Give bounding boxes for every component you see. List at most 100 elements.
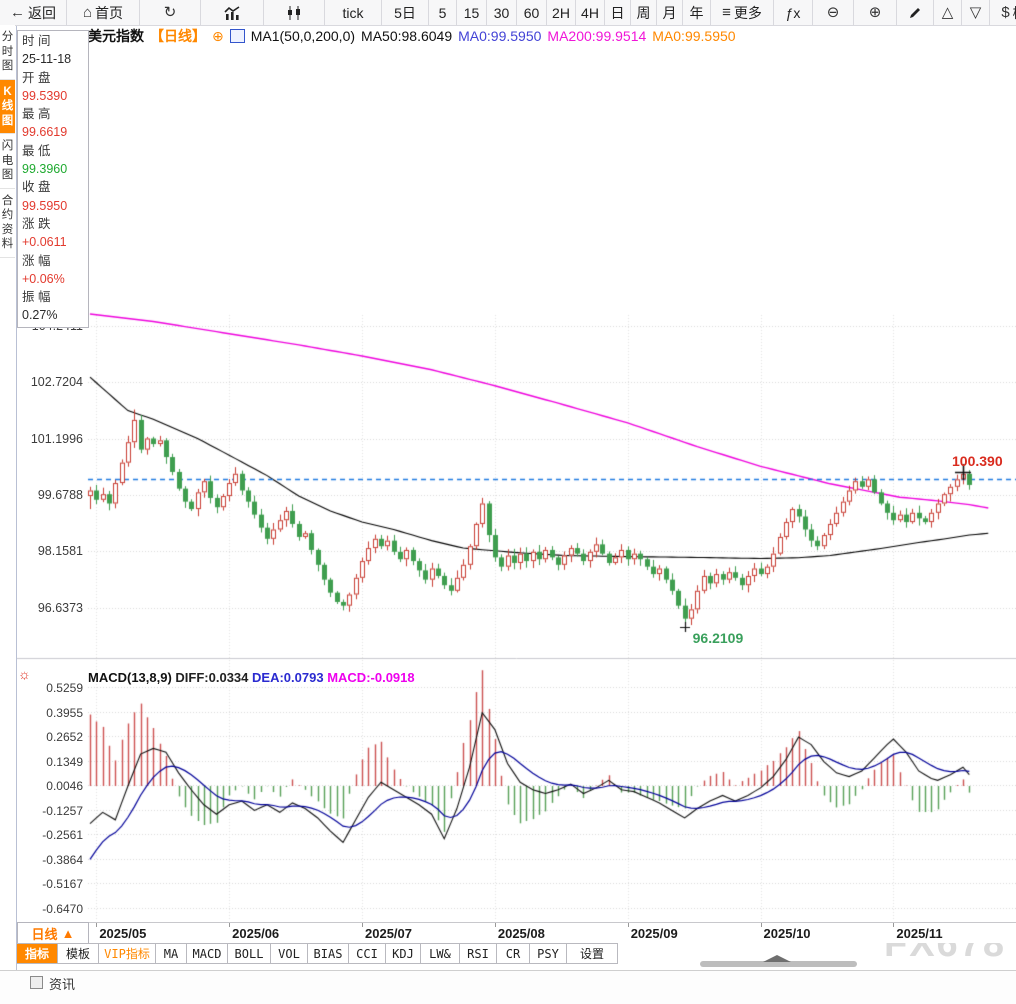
interval-15-button[interactable]: 15 [457, 0, 487, 25]
back-button[interactable]: ← 返回 [0, 0, 67, 25]
time-axis-tick [229, 923, 231, 927]
sim-trade-button[interactable]: $模拟交易 [990, 0, 1016, 25]
month-label: 2025/09 [630, 926, 678, 941]
sim-trade-button-icon: $ [1001, 4, 1010, 21]
side-tab-3[interactable]: 闪电图 [0, 134, 15, 189]
macd-axis-tick: -0.6470 [42, 901, 83, 916]
home-button-icon: ⌂ [82, 4, 93, 21]
draw-pencil-button[interactable] [897, 0, 934, 25]
more-button[interactable]: ≡ 更多 [711, 0, 774, 25]
macd-axis-tick: -0.3864 [42, 852, 83, 867]
indicator-tab-KDJ[interactable]: KDJ [386, 944, 421, 963]
period-selector-button[interactable]: 日线 ▲ [17, 922, 89, 944]
horizontal-scrollbar[interactable] [700, 961, 857, 967]
fx-indicator-button[interactable]: ƒx [774, 0, 813, 25]
info-value: 0.27% [22, 308, 58, 323]
indicator-tab-设置[interactable]: 设置 [567, 944, 618, 963]
period-selector-arrow-icon: ▲ [61, 925, 75, 941]
back-button-icon: ← [10, 4, 25, 21]
indicator-tab-MACD[interactable]: MACD [187, 944, 228, 963]
side-tab-1[interactable]: 分时图 [0, 25, 15, 80]
indicator-tab-bar: 指标 模板 VIP指标 MA MACD BOLL VOL BIAS CCI KDJ LW& RSI CR… [17, 943, 618, 964]
refresh-button[interactable]: ↻ [140, 0, 201, 25]
home-button[interactable]: ⌂ 首页 [67, 0, 140, 25]
info-value: 99.6619 [22, 125, 68, 140]
quote-info-panel: 时 间 25-11-18 开 盘 99.5390 最 高 99.6619 最 低 99.396… [17, 30, 89, 328]
interval-day-button[interactable]: 日 [605, 0, 631, 25]
period-selector-label: 日线 [31, 926, 58, 942]
interval-30-button[interactable]: 30 [487, 0, 517, 25]
ma50-value: MA50:98.6049 [361, 28, 453, 44]
ma200-value: MA200:99.9514 [547, 28, 647, 44]
indicator-tab-CCI[interactable]: CCI [349, 944, 386, 963]
interval-tick-button[interactable]: tick [325, 0, 382, 25]
indicator-settings-icon[interactable]: ☼ [18, 666, 31, 682]
macd-axis-tick: -0.5167 [42, 877, 83, 892]
time-axis-tick [494, 923, 496, 927]
mini-chart-icon[interactable] [229, 29, 245, 43]
price-axis-tick: 101.1996 [30, 431, 83, 446]
price-macd-chart[interactable] [17, 25, 1016, 922]
interval-4h-button[interactable]: 4H [576, 0, 605, 25]
interval-week-button[interactable]: 周 [631, 0, 657, 25]
month-label: 2025/11 [896, 926, 943, 941]
indicator-tab-BIAS[interactable]: BIAS [308, 944, 349, 963]
info-label: 开 盘 [22, 70, 51, 85]
candle-chart-button[interactable] [264, 0, 325, 25]
info-value: 99.3960 [22, 162, 68, 177]
add-indicator-icon[interactable]: ⊕ [212, 27, 224, 44]
price-axis-tick: 96.6373 [37, 600, 83, 615]
time-axis-tick [893, 923, 895, 927]
interval-2h-button[interactable]: 2H [547, 0, 576, 25]
indicator-tab-LW&[interactable]: LW& [421, 944, 460, 963]
indicator-tab-PSY[interactable]: PSY [530, 944, 567, 963]
triangle-up-button[interactable]: △ [934, 0, 962, 25]
news-label: 资讯 [49, 977, 76, 992]
side-tab-2[interactable]: K线图 [0, 79, 15, 134]
news-icon [30, 976, 43, 989]
zoom-out-button-icon: ⊖ [826, 4, 840, 21]
info-value: 25-11-18 [22, 52, 72, 67]
indicator-tab-VOL[interactable]: VOL [271, 944, 308, 963]
macd-axis-tick: 0.0046 [46, 779, 83, 794]
interval-month-button[interactable]: 月 [657, 0, 683, 25]
indicator-tab-CR[interactable]: CR [497, 944, 530, 963]
left-panel-border [16, 25, 17, 981]
triangle-down-button[interactable]: ▽ [962, 0, 990, 25]
low-price-label: 96.2109 [692, 629, 744, 646]
indicator-tab-VIP指标[interactable]: VIP指标 [99, 944, 156, 963]
interval-60-button[interactable]: 60 [517, 0, 547, 25]
zoom-in-button[interactable]: ⊕ [854, 0, 897, 25]
zoom-out-button[interactable]: ⊖ [813, 0, 854, 25]
price-axis-tick: 102.7204 [30, 375, 83, 389]
info-label: 收 盘 [22, 180, 51, 195]
info-value: +0.06% [22, 271, 65, 286]
macd-axis-tick: -0.2561 [42, 828, 83, 843]
time-axis: 2025/05 2025/06 2025/07 2025/08 2025/09 2025/… [17, 922, 1016, 943]
month-label: 2025/08 [497, 926, 545, 941]
side-tab-4[interactable]: 合约资料 [0, 188, 15, 258]
macd-header: MACD(13,8,9) DIFF:0.0334 DEA:0.0793 MACD… [88, 670, 415, 685]
info-value: +0.0611 [22, 235, 67, 250]
time-axis-tick [362, 923, 364, 927]
indicator-tab-模板[interactable]: 模板 [58, 944, 99, 963]
indicator-tab-RSI[interactable]: RSI [460, 944, 497, 963]
time-axis-tick [760, 923, 762, 927]
indicator-tab-指标[interactable]: 指标 [17, 944, 58, 963]
area-chart-button[interactable] [201, 0, 264, 25]
macd-axis-tick: 0.5259 [46, 681, 83, 696]
indicator-tab-BOLL[interactable]: BOLL [228, 944, 271, 963]
interval-year-button[interactable]: 年 [683, 0, 711, 25]
indicator-tab-MA[interactable]: MA [156, 944, 187, 963]
info-value: 99.5390 [22, 88, 68, 103]
month-label: 2025/05 [99, 926, 147, 941]
interval-5d-button[interactable]: 5日 [382, 0, 429, 25]
info-value: 99.5950 [22, 198, 68, 213]
scrollbar-arrow-icon[interactable] [763, 955, 791, 962]
interval-5-button[interactable]: 5 [429, 0, 457, 25]
ma0-blue-value: MA0:99.5950 [458, 28, 542, 44]
candle-chart-button-icon [287, 5, 302, 20]
news-bar[interactable]: 资讯 [0, 970, 1016, 1004]
